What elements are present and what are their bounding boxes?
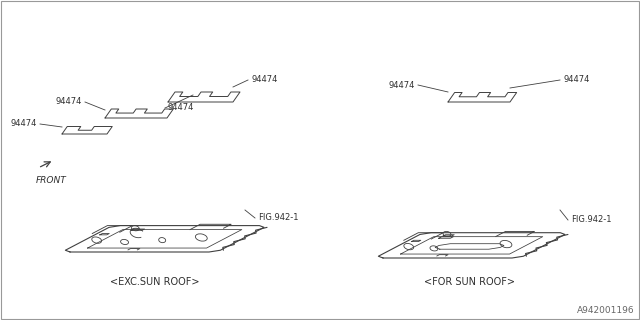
Text: 94474: 94474 <box>168 103 195 113</box>
Text: <FOR SUN ROOF>: <FOR SUN ROOF> <box>424 277 515 287</box>
Text: 94474: 94474 <box>251 76 277 84</box>
Text: FRONT: FRONT <box>36 176 67 185</box>
Text: 94474: 94474 <box>563 76 589 84</box>
Text: A942001196: A942001196 <box>577 306 635 315</box>
Text: 94474: 94474 <box>56 98 82 107</box>
Text: 94474: 94474 <box>11 119 37 129</box>
Text: 94474: 94474 <box>388 81 415 90</box>
Text: <EXC.SUN ROOF>: <EXC.SUN ROOF> <box>110 277 200 287</box>
Text: FIG.942-1: FIG.942-1 <box>571 215 611 225</box>
Text: FIG.942-1: FIG.942-1 <box>258 213 298 222</box>
